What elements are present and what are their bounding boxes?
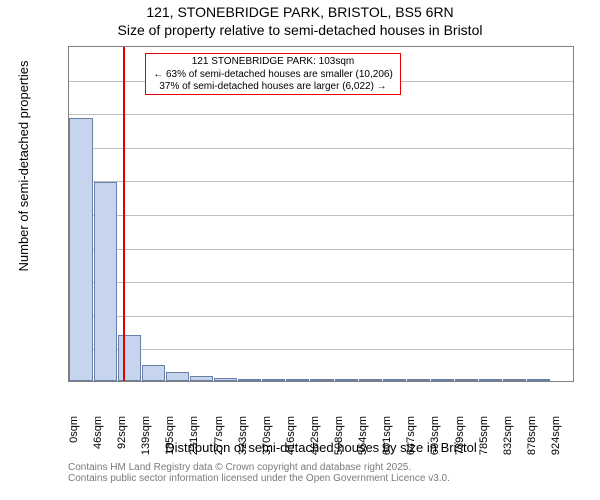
footer-line: Contains HM Land Registry data © Crown c…	[68, 462, 450, 473]
histogram-bar	[407, 379, 430, 381]
chart-footer: Contains HM Land Registry data © Crown c…	[68, 462, 450, 484]
histogram-bar	[455, 379, 478, 381]
y-axis-title: Number of semi-detached properties	[16, 0, 31, 334]
annotation-line: 37% of semi-detached houses are larger (…	[150, 81, 396, 94]
histogram-bar	[479, 379, 502, 381]
histogram-bar	[238, 379, 261, 381]
histogram-bar	[214, 378, 237, 381]
histogram-bar	[503, 379, 526, 381]
histogram-bar	[310, 379, 333, 381]
annotation-line: 121 STONEBRIDGE PARK: 103sqm	[150, 56, 396, 69]
histogram-bar	[94, 182, 117, 381]
chart-titles: 121, STONEBRIDGE PARK, BRISTOL, BS5 6RN …	[0, 0, 600, 38]
property-marker-line	[123, 47, 125, 381]
histogram-bars	[69, 47, 573, 381]
histogram-bar	[142, 365, 165, 381]
x-axis-title: Distribution of semi-detached houses by …	[68, 440, 574, 455]
histogram-bar	[166, 372, 189, 381]
chart-container: 121, STONEBRIDGE PARK, BRISTOL, BS5 6RN …	[0, 0, 600, 500]
histogram-bar	[383, 379, 406, 381]
x-axis-ticks: 0sqm46sqm92sqm139sqm185sqm231sqm277sqm32…	[68, 386, 574, 446]
plot-area: 121 STONEBRIDGE PARK: 103sqm← 63% of sem…	[68, 46, 574, 382]
chart-title-line1: 121, STONEBRIDGE PARK, BRISTOL, BS5 6RN	[0, 4, 600, 20]
histogram-bar	[527, 379, 550, 381]
histogram-bar	[431, 379, 454, 381]
annotation-line: ← 63% of semi-detached houses are smalle…	[150, 69, 396, 82]
histogram-bar	[118, 335, 141, 381]
histogram-bar	[190, 376, 213, 381]
footer-line: Contains public sector information licen…	[68, 473, 450, 484]
y-axis-ticks: 0100020003000400050006000700080009000100…	[0, 46, 68, 382]
chart-title-line2: Size of property relative to semi-detach…	[0, 22, 600, 38]
annotation-box: 121 STONEBRIDGE PARK: 103sqm← 63% of sem…	[145, 53, 401, 95]
histogram-bar	[286, 379, 309, 381]
histogram-bar	[262, 379, 285, 381]
histogram-bar	[335, 379, 358, 381]
histogram-bar	[69, 118, 92, 381]
histogram-bar	[359, 379, 382, 381]
